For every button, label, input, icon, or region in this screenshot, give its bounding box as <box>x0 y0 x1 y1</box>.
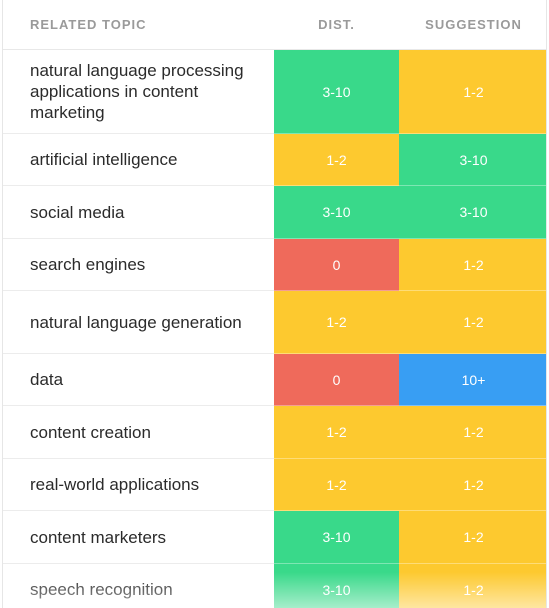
suggestion-cell: 3-10 <box>399 133 546 186</box>
topic-cell: natural language generation <box>3 290 274 354</box>
dist-cell: 3-10 <box>274 49 399 134</box>
dist-cell: 3-10 <box>274 563 399 608</box>
suggestion-cell: 1-2 <box>399 510 546 564</box>
suggestion-cell: 10+ <box>399 353 546 406</box>
topic-cell: social media <box>3 185 274 239</box>
suggestion-cell: 1-2 <box>399 563 546 608</box>
dist-cell: 1-2 <box>274 290 399 354</box>
topic-cell: search engines <box>3 238 274 291</box>
topic-cell: real-world applications <box>3 458 274 511</box>
table-row[interactable]: speech recognition 3-10 1-2 <box>3 563 546 608</box>
column-header-dist[interactable]: DIST. <box>274 0 399 50</box>
column-header-topic[interactable]: RELATED TOPIC <box>3 0 274 50</box>
suggestion-cell: 1-2 <box>399 49 546 134</box>
topic-cell: natural language processing applications… <box>3 49 274 134</box>
topic-cell: content marketers <box>3 510 274 564</box>
dist-cell: 1-2 <box>274 405 399 459</box>
table-row[interactable]: data 0 10+ <box>3 353 546 406</box>
table-row[interactable]: social media 3-10 3-10 <box>3 185 546 239</box>
dist-cell: 0 <box>274 238 399 291</box>
table-row[interactable]: search engines 0 1-2 <box>3 238 546 291</box>
suggestion-cell: 1-2 <box>399 238 546 291</box>
suggestion-cell: 3-10 <box>399 185 546 239</box>
suggestion-cell: 1-2 <box>399 458 546 511</box>
dist-cell: 1-2 <box>274 458 399 511</box>
topic-cell: content creation <box>3 405 274 459</box>
table-header-row: RELATED TOPIC DIST. SUGGESTION <box>3 0 546 50</box>
table-row[interactable]: real-world applications 1-2 1-2 <box>3 458 546 511</box>
suggestion-cell: 1-2 <box>399 290 546 354</box>
dist-cell: 3-10 <box>274 510 399 564</box>
dist-cell: 1-2 <box>274 133 399 186</box>
table-row[interactable]: content marketers 3-10 1-2 <box>3 510 546 564</box>
table-row[interactable]: natural language processing applications… <box>3 49 546 134</box>
table-row[interactable]: artificial intelligence 1-2 3-10 <box>3 133 546 186</box>
suggestion-cell: 1-2 <box>399 405 546 459</box>
dist-cell: 0 <box>274 353 399 406</box>
dist-cell: 3-10 <box>274 185 399 239</box>
table-row[interactable]: natural language generation 1-2 1-2 <box>3 290 546 354</box>
column-header-suggestion[interactable]: SUGGESTION <box>399 0 546 50</box>
topic-cell: speech recognition <box>3 563 274 608</box>
table-row[interactable]: content creation 1-2 1-2 <box>3 405 546 459</box>
topic-cell: artificial intelligence <box>3 133 274 186</box>
related-topics-table: RELATED TOPIC DIST. SUGGESTION natural l… <box>3 0 546 608</box>
topic-cell: data <box>3 353 274 406</box>
